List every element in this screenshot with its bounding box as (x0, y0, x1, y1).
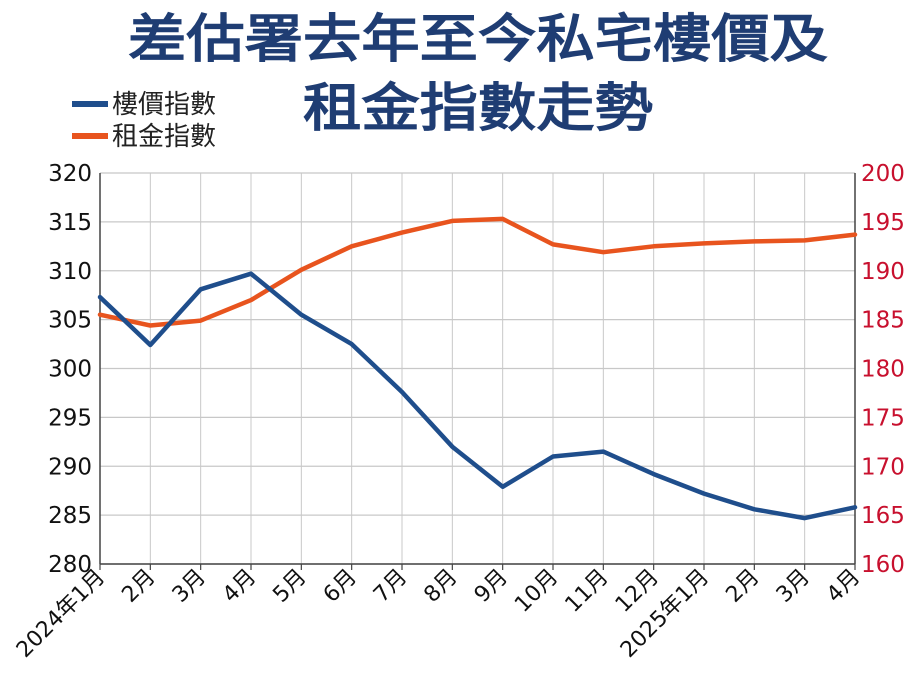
left-axis-tick-label: 290 (48, 454, 92, 480)
price-index-line (97, 271, 858, 521)
right-axis-tick-label: 195 (861, 210, 905, 236)
rent-index-line (97, 216, 858, 328)
right-axis-tick-label: 180 (861, 357, 905, 383)
legend: 樓價指數 租金指數 (72, 90, 216, 152)
x-axis-tick-label: 9月 (470, 565, 513, 608)
x-axis-tick-label: 3月 (168, 565, 211, 608)
series-lines (97, 216, 858, 521)
x-axis-tick-label: 7月 (369, 565, 412, 608)
x-axis-tick-label: 4月 (218, 565, 261, 608)
left-axis-tick-label: 300 (48, 357, 92, 383)
left-axis-tick-label: 305 (48, 308, 92, 334)
right-axis-tick-label: 170 (861, 454, 905, 480)
left-axis-tick-label: 320 (48, 161, 92, 187)
left-axis-tick-label: 295 (48, 405, 92, 431)
x-axis-tick-label: 5月 (268, 565, 311, 608)
x-axis-tick-label: 4月 (822, 565, 865, 608)
legend-label-rent: 租金指數 (112, 122, 216, 152)
axes (99, 173, 856, 570)
right-axis-tick-label: 190 (861, 259, 905, 285)
x-axis-tick-label: 8月 (419, 565, 462, 608)
x-axis-tick-label: 2月 (117, 565, 160, 608)
right-axis-tick-label: 165 (861, 503, 905, 529)
x-axis-tick-label: 3月 (772, 565, 815, 608)
right-axis-tick-label: 185 (861, 308, 905, 334)
left-axis-ticks: 320 315 310 305 300 295 290 285 280 (48, 161, 92, 578)
legend-label-price: 樓價指數 (112, 90, 216, 120)
x-axis-tick-label: 6月 (319, 565, 362, 608)
right-axis-tick-label: 200 (861, 161, 905, 187)
right-axis-ticks: 200 195 190 185 180 175 170 165 160 (861, 161, 905, 578)
x-axis-tick-label: 10月 (510, 565, 563, 618)
x-axis-tick-label: 2月 (721, 565, 764, 608)
left-axis-tick-label: 280 (48, 552, 92, 578)
left-axis-tick-label: 310 (48, 259, 92, 285)
left-axis-tick-label: 285 (48, 503, 92, 529)
x-axis-tick-label: 2024年1月 (12, 565, 110, 663)
chart-title-line-2: 租金指數走勢 (303, 79, 653, 139)
chart-title-line-1: 差估署去年至今私宅樓價及 (128, 10, 828, 70)
x-axis-tick-label: 11月 (561, 565, 614, 618)
left-axis-tick-label: 315 (48, 210, 92, 236)
right-axis-tick-label: 160 (861, 552, 905, 578)
right-axis-tick-label: 175 (861, 405, 905, 431)
